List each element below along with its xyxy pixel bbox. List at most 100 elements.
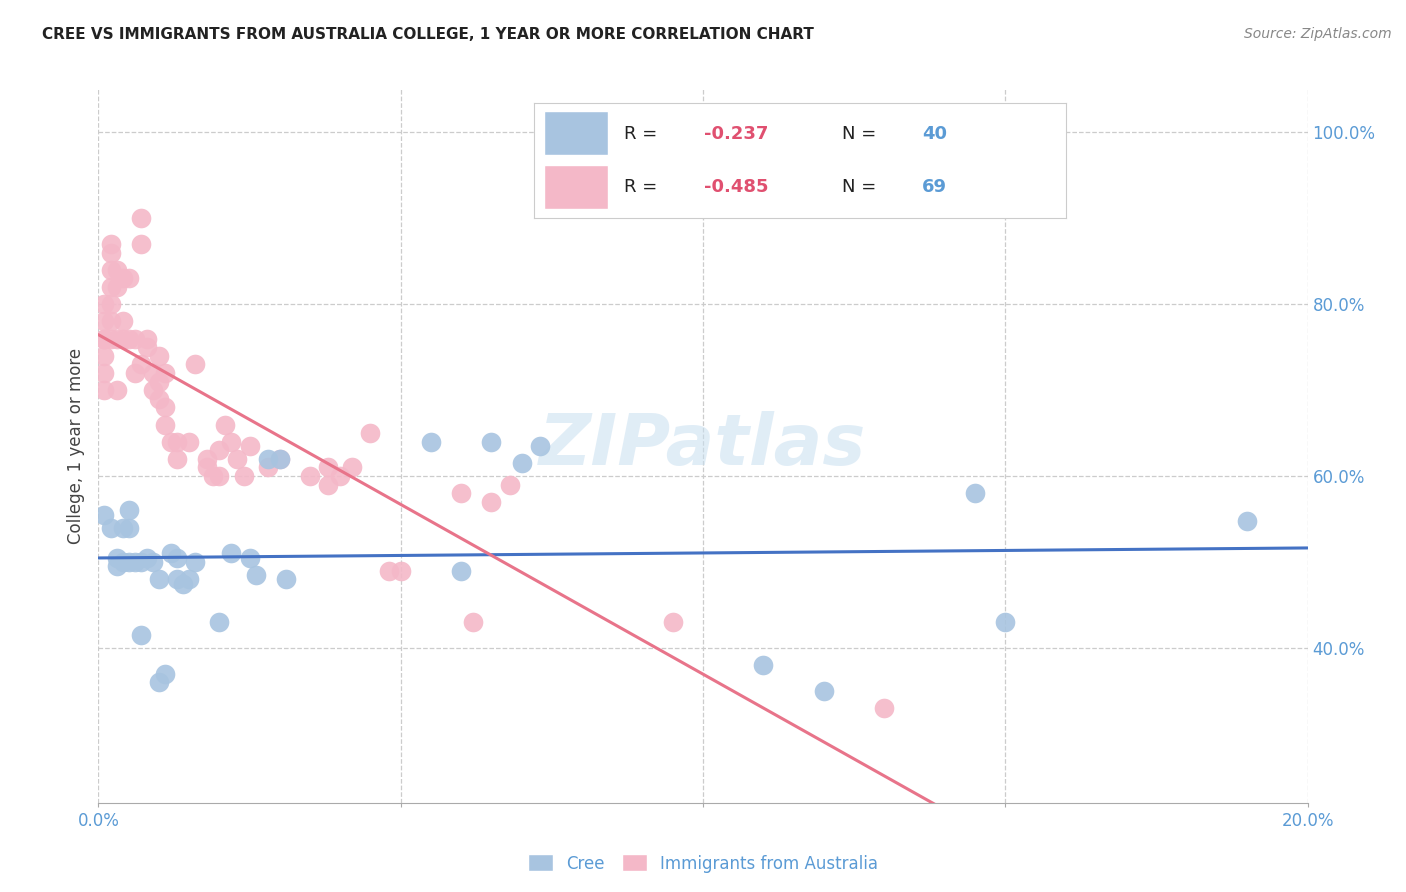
Point [153,401,176,415]
Point [450,564,472,578]
Legend: Cree, Immigrants from Australia: Cree, Immigrants from Australia [522,847,884,880]
Point [111,332,134,346]
Point [100,297,122,311]
Point [329,469,352,483]
Point [124,366,146,380]
Point [129,357,152,371]
Point [316,460,339,475]
Point [389,564,412,578]
Point [105,559,128,574]
Point [377,564,399,578]
Point [166,550,188,565]
Point [208,443,231,458]
Point [148,675,170,690]
Point [873,701,896,715]
Point [100,236,122,251]
Point [118,521,141,535]
Point [179,572,201,586]
Point [118,503,141,517]
Point [129,236,152,251]
Point [498,477,520,491]
Point [142,383,165,397]
Point [124,555,146,569]
Point [100,521,122,535]
Point [93,508,115,522]
Text: CREE VS IMMIGRANTS FROM AUSTRALIA COLLEGE, 1 YEAR OR MORE CORRELATION CHART: CREE VS IMMIGRANTS FROM AUSTRALIA COLLEG… [42,27,814,42]
Point [129,555,152,569]
Point [111,314,134,328]
Point [202,469,225,483]
Point [118,332,141,346]
Point [105,550,128,565]
Point [184,555,207,569]
Point [142,555,165,569]
Point [172,576,194,591]
Point [214,417,236,432]
Point [118,555,141,569]
Point [100,280,122,294]
Point [813,684,835,698]
Point [100,332,122,346]
Point [1236,514,1258,528]
Point [360,426,382,441]
Point [148,392,170,406]
Point [124,332,146,346]
Point [93,297,115,311]
Point [179,434,201,449]
Point [111,555,134,569]
Point [316,477,339,491]
Point [153,666,176,681]
Text: Source: ZipAtlas.com: Source: ZipAtlas.com [1244,27,1392,41]
Point [239,550,262,565]
Point [135,550,157,565]
Point [118,271,141,285]
Point [93,366,115,380]
Point [195,451,218,466]
Point [256,451,278,466]
Point [342,460,364,475]
Point [463,615,485,630]
Y-axis label: College, 1 year or more: College, 1 year or more [66,348,84,544]
Point [148,375,170,389]
Point [93,314,115,328]
Point [93,349,115,363]
Point [166,451,188,466]
Point [105,383,128,397]
Point [105,280,128,294]
Point [208,615,231,630]
Point [135,332,157,346]
Point [100,245,122,260]
Point [153,417,176,432]
Point [100,314,122,328]
Point [184,357,207,371]
Point [269,451,291,466]
Point [129,211,152,226]
Point [142,366,165,380]
Point [226,451,249,466]
Point [221,434,243,449]
Point [965,486,987,500]
Point [994,615,1017,630]
Point [166,572,188,586]
Point [208,469,231,483]
Point [232,469,254,483]
Point [93,332,115,346]
Point [93,332,115,346]
Point [256,460,278,475]
Point [269,451,291,466]
Point [105,332,128,346]
Text: ZIPatlas: ZIPatlas [540,411,866,481]
Point [274,572,297,586]
Point [420,434,443,449]
Point [166,434,188,449]
Point [245,568,267,582]
Point [450,486,472,500]
Point [510,456,533,470]
Point [752,658,775,673]
Point [148,572,170,586]
Point [129,628,152,642]
Point [299,469,322,483]
Point [661,615,683,630]
Point [153,366,176,380]
Point [195,460,218,475]
